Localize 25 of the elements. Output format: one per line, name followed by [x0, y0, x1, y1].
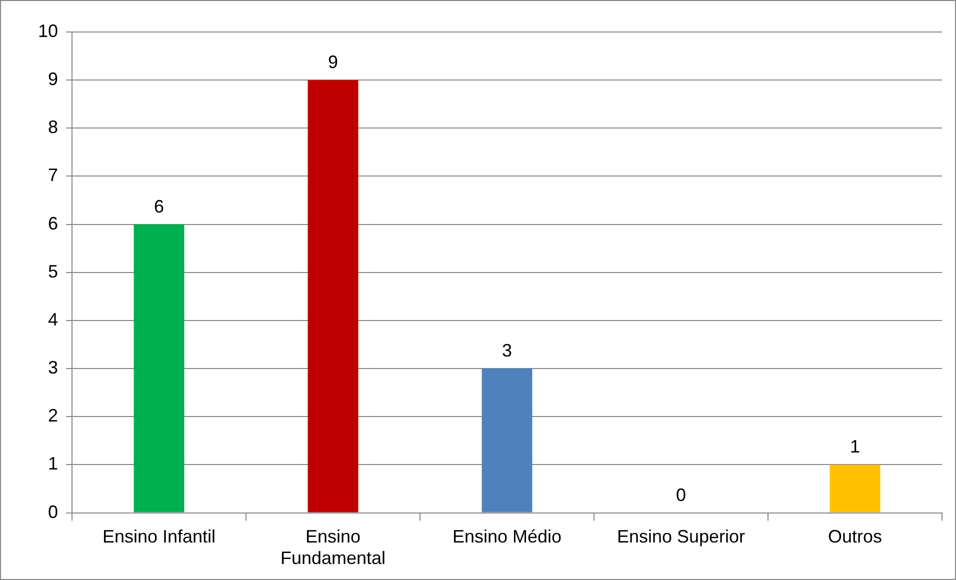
y-tick-label: 10: [38, 20, 58, 41]
bar: [134, 224, 184, 512]
y-tick-label: 9: [48, 69, 58, 90]
x-tick-label: Outros: [828, 526, 882, 547]
data-label: 3: [502, 340, 512, 361]
bar: [830, 464, 880, 512]
data-label: 9: [328, 52, 338, 72]
bar: [482, 368, 532, 512]
y-tick-label: 2: [48, 406, 58, 426]
data-label: 1: [850, 436, 860, 457]
y-tick-label: 4: [48, 309, 58, 330]
data-label: 6: [154, 196, 164, 216]
y-tick-label: 8: [48, 117, 58, 138]
x-tick-label: Ensino Superior: [616, 526, 746, 547]
data-label: 0: [676, 484, 686, 505]
y-tick-label: 7: [48, 165, 58, 186]
bar: [308, 80, 358, 512]
y-tick-label: 6: [48, 213, 58, 234]
x-tick-label: Ensino Médio: [452, 526, 562, 547]
y-tick-label: 0: [48, 502, 58, 522]
y-tick-label: 5: [48, 261, 58, 282]
x-tick-label: Ensino Infantil: [102, 526, 216, 547]
y-tick-label: 3: [48, 358, 58, 378]
y-tick-label: 1: [48, 454, 58, 474]
x-tick-label: Ensino Fundamental: [280, 526, 386, 568]
